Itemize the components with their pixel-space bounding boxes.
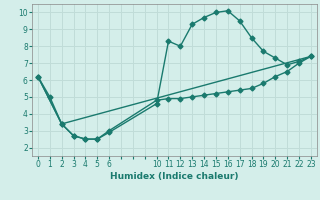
X-axis label: Humidex (Indice chaleur): Humidex (Indice chaleur) xyxy=(110,172,239,181)
